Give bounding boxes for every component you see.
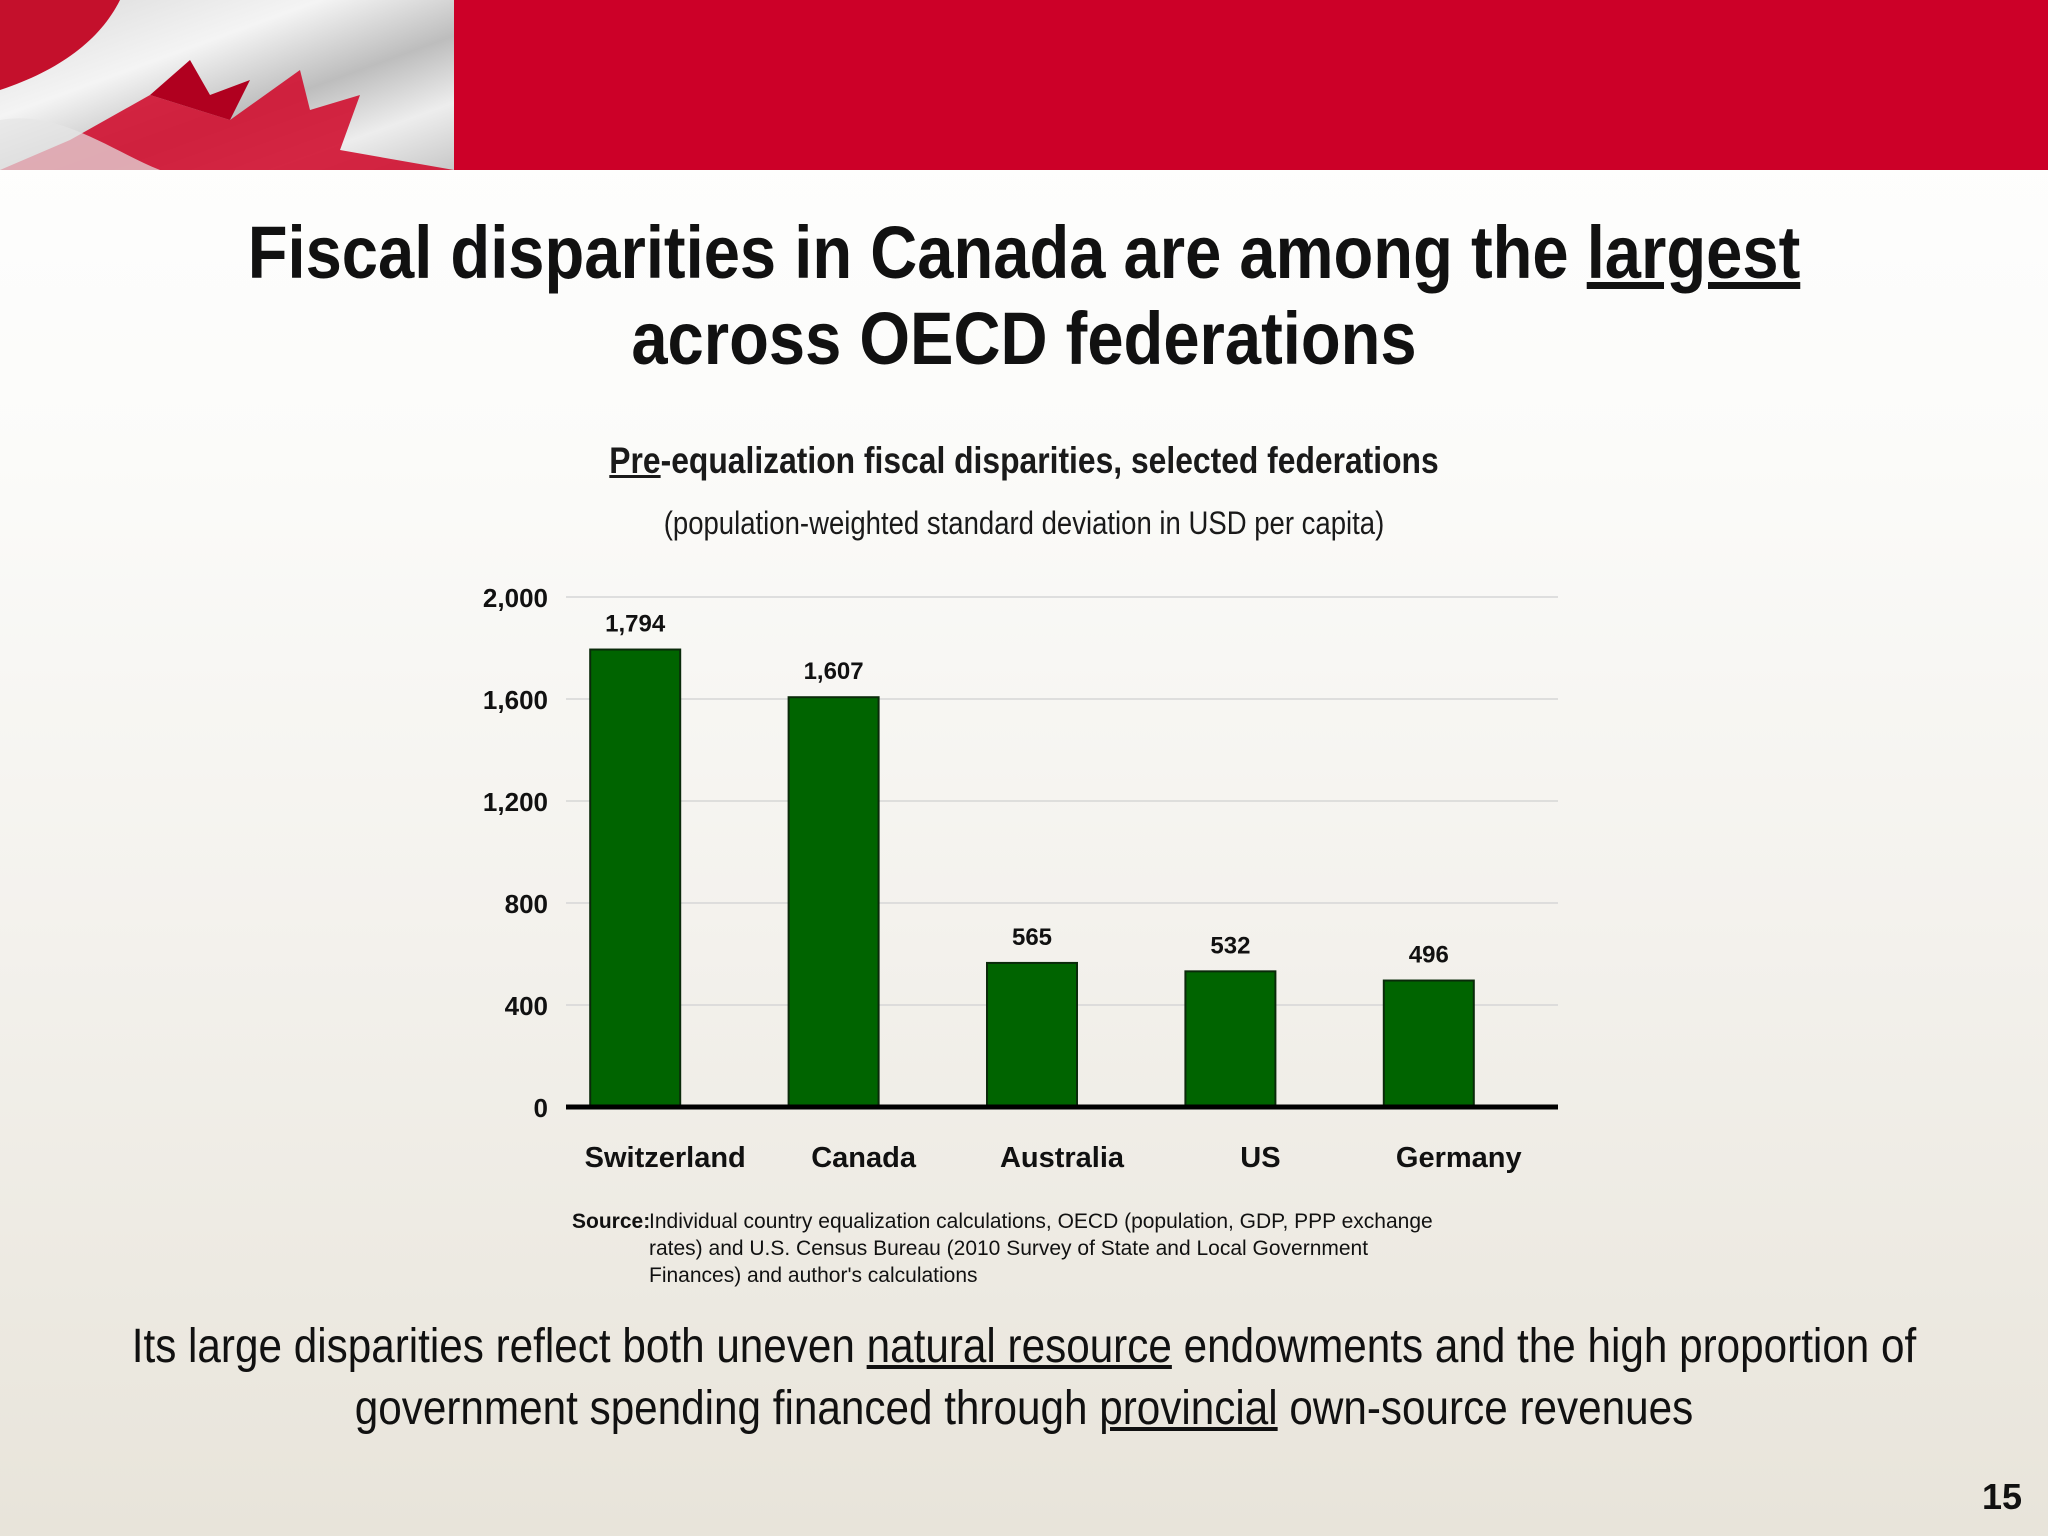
y-tick-label: 0	[534, 1093, 548, 1123]
data-label: 532	[1210, 932, 1250, 959]
bar-australia	[986, 961, 1078, 1108]
slide-title: Fiscal disparities in Canada are among t…	[247, 211, 1801, 380]
page-number: 15	[1981, 1476, 2022, 1517]
x-tick-label: Canada	[811, 1142, 917, 1174]
title-emphasis: largest	[1586, 211, 1801, 294]
bar-switzerland	[589, 648, 682, 1109]
canadian-flag-image	[0, 0, 454, 170]
x-tick-label: Germany	[1396, 1142, 1522, 1174]
bar-canada	[787, 696, 880, 1109]
chart-title: Pre-equalization fiscal disparities, sel…	[609, 440, 1439, 481]
source-label: Source:	[572, 1210, 651, 1233]
y-tick-label: 800	[505, 889, 548, 919]
data-label: 565	[1012, 924, 1052, 951]
y-tick-label: 2,000	[483, 583, 548, 613]
x-tick-label: Switzerland	[585, 1142, 746, 1174]
footer-link-natural-resource: natural resource	[866, 1320, 1172, 1373]
data-label: 1,607	[804, 658, 864, 685]
chart-subtitle: (population-weighted standard deviation …	[663, 505, 1385, 541]
data-label: 496	[1409, 942, 1449, 969]
y-tick-label: 400	[505, 991, 548, 1021]
x-tick-label: Australia	[1000, 1142, 1125, 1174]
bar-us	[1184, 970, 1277, 1109]
x-tick-label: US	[1240, 1142, 1280, 1174]
source-text: Individual country equalization calculat…	[649, 1210, 1433, 1287]
footer-text: Its large disparities reflect both uneve…	[131, 1320, 1917, 1435]
data-label: 1,794	[605, 611, 666, 638]
footer-link-provincial: provincial	[1099, 1382, 1278, 1435]
y-tick-label: 1,200	[483, 787, 548, 817]
bar-germany	[1382, 979, 1475, 1109]
y-tick-label: 1,600	[483, 685, 548, 715]
